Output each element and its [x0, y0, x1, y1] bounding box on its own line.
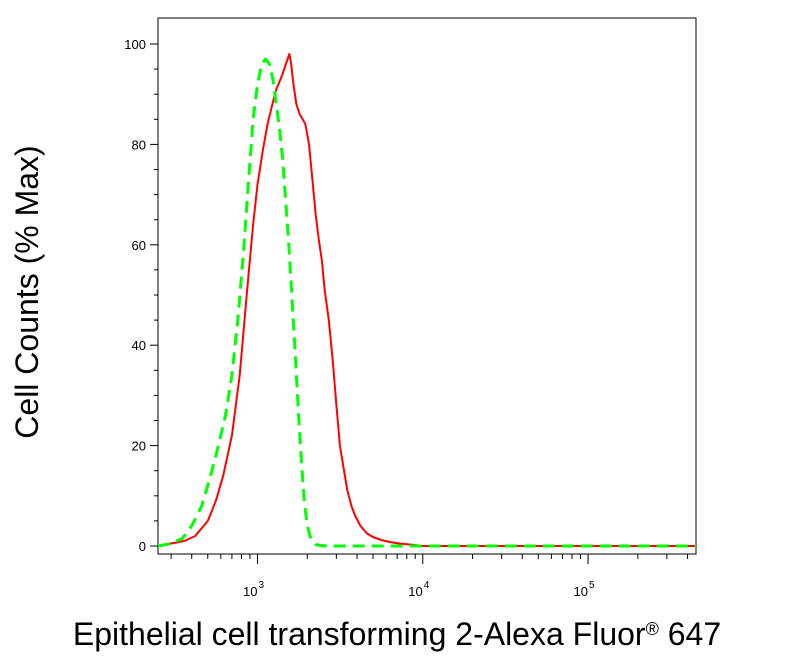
x-axis: 103 104 105 [170, 554, 689, 599]
y-tick-label: 100 [124, 37, 146, 52]
plot-frame [157, 17, 697, 555]
x-tick-label: 105 [574, 580, 595, 599]
y-tick-label: 20 [132, 439, 146, 454]
x-tick-label: 103 [243, 580, 264, 599]
y-tick-label: 40 [132, 338, 146, 353]
y-tick-label: 60 [132, 238, 146, 253]
x-tick-label: 104 [408, 580, 429, 599]
green-dashed-series-line [157, 57, 696, 548]
y-axis-title: Cell Counts (% Max) [9, 145, 45, 438]
y-axis: 0 20 40 60 80 100 [124, 37, 158, 554]
series-layer [157, 53, 696, 548]
red-solid-series-line [157, 53, 696, 547]
y-tick-label: 80 [132, 137, 146, 152]
x-axis-title: Epithelial cell transforming 2-Alexa Flu… [73, 616, 721, 652]
y-tick-label: 0 [139, 539, 146, 554]
